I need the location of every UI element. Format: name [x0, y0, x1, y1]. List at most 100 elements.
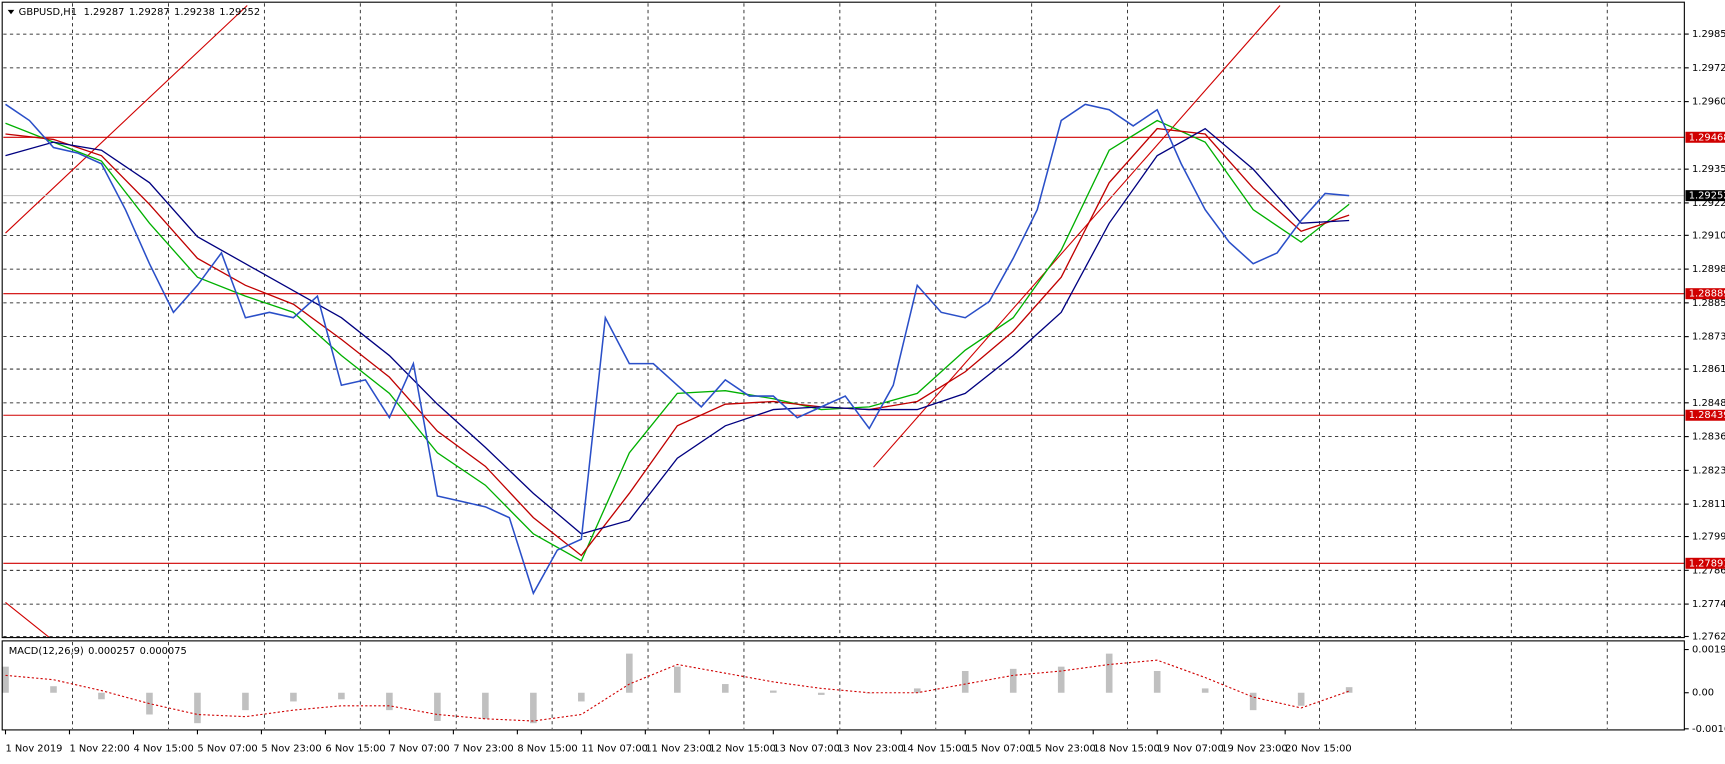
level-label: 1.29468	[1689, 132, 1725, 143]
y-tick-label: 0.001988	[1692, 645, 1725, 656]
level-label: 1.28439	[1689, 410, 1725, 421]
macd-bar	[626, 653, 633, 693]
y-tick-label: 1.27620	[1692, 632, 1725, 643]
x-tick-label: 15 Nov 23:00	[1029, 744, 1096, 755]
y-tick-label: 1.28110	[1692, 499, 1725, 510]
x-tick-label: 13 Nov 07:00	[773, 744, 840, 755]
x-tick-label: 11 Nov 07:00	[581, 744, 648, 755]
main-frame	[1, 1, 1685, 639]
moving-average	[5, 127, 1350, 535]
macd-bar	[1345, 687, 1353, 693]
macd-bar	[578, 692, 585, 702]
open: 1.29287	[84, 7, 125, 18]
y-tick-label: 1.29350	[1692, 164, 1725, 175]
macd-bar	[817, 692, 825, 695]
x-tick-label: 1 Nov 2019	[5, 744, 62, 755]
macd-bar	[1105, 653, 1113, 693]
y-tick-label: 1.28855	[1692, 298, 1725, 309]
macd-bar	[1249, 692, 1257, 711]
trend-line	[873, 5, 1281, 468]
symbol: GBPUSD,H1	[19, 7, 77, 18]
y-tick-label: 1.28485	[1692, 398, 1725, 409]
macd-bar	[2, 666, 9, 693]
macd-bar	[290, 692, 297, 702]
plot	[2, 103, 1685, 724]
price-tag	[1685, 190, 1725, 202]
macd-bar	[961, 671, 969, 693]
y-tick-label: 0.00	[1692, 688, 1714, 699]
macd-bar	[913, 688, 921, 693]
x-tick-label: 20 Nov 15:00	[1285, 744, 1352, 755]
macd-bar	[338, 692, 345, 700]
macd-bar	[722, 684, 729, 693]
macd-bar	[482, 692, 489, 719]
macd-main: 0.000257	[88, 646, 135, 657]
x-tick-label: 7 Nov 23:00	[453, 744, 513, 755]
level-tag	[1685, 409, 1725, 421]
macd-bar	[1009, 668, 1017, 693]
y-tick-label: 1.28360	[1692, 432, 1725, 443]
level-tag	[1685, 131, 1725, 143]
macd-bar	[194, 692, 201, 724]
macd-bar	[386, 692, 393, 711]
y-tick-label: 1.27865	[1692, 565, 1725, 576]
x-tick-label: 5 Nov 23:00	[261, 744, 321, 755]
level-tag	[1685, 288, 1725, 300]
macd-header: MACD(12,26,9) 0.000257 0.000075	[9, 646, 187, 657]
chart-header: GBPUSD,H1 1.29287 1.29287 1.29238 1.29252	[19, 7, 260, 18]
x-tick-label: 14 Nov 15:00	[901, 744, 968, 755]
y-tick-label: -0.00166	[1692, 724, 1725, 735]
macd-bar	[1201, 688, 1209, 693]
x-tick-label: 4 Nov 15:00	[133, 744, 193, 755]
y-tick-label: 1.29600	[1692, 97, 1725, 108]
y-tick-label: 1.29850	[1692, 29, 1725, 40]
macd-bar	[50, 686, 57, 693]
macd-signal: 0.000075	[140, 646, 187, 657]
y-tick-label: 1.28980	[1692, 264, 1725, 275]
macd-bar	[434, 692, 441, 721]
y-tick-label: 1.29225	[1692, 198, 1725, 209]
macd-bar	[530, 692, 537, 724]
macd-signal-line	[5, 659, 1350, 722]
price-line	[5, 103, 1350, 596]
macd-bar	[1297, 692, 1305, 706]
macd-bar	[1153, 671, 1161, 693]
macd-frame	[1, 640, 1685, 731]
high: 1.29287	[129, 7, 170, 18]
y-tick-label: 1.29105	[1692, 230, 1725, 241]
moving-average	[5, 119, 1350, 562]
menu-arrow[interactable]	[7, 9, 15, 15]
low: 1.29238	[174, 7, 215, 18]
x-tick-label: 12 Nov 15:00	[709, 744, 776, 755]
y-tick-label: 1.28235	[1692, 465, 1725, 476]
macd-bar	[98, 692, 105, 700]
trend-line	[5, 601, 50, 639]
x-tick-label: 19 Nov 07:00	[1157, 744, 1224, 755]
x-tick-label: 8 Nov 15:00	[517, 744, 577, 755]
x-tick-label: 1 Nov 22:00	[69, 744, 129, 755]
x-tick-label: 18 Nov 15:00	[1093, 744, 1160, 755]
x-tick-label: 7 Nov 07:00	[389, 744, 449, 755]
macd-bar	[242, 692, 249, 711]
x-tick-label: 5 Nov 07:00	[197, 744, 257, 755]
x-tick-label: 13 Nov 23:00	[837, 744, 904, 755]
level-label: 1.28889	[1689, 289, 1725, 300]
macd-title: MACD(12,26,9)	[9, 646, 84, 657]
x-tick-label: 6 Nov 15:00	[325, 744, 385, 755]
close: 1.29252	[219, 7, 260, 18]
x-tick-label: 19 Nov 23:00	[1221, 744, 1288, 755]
macd-bar	[769, 690, 777, 693]
macd-bar	[1057, 666, 1065, 693]
y-tick-label: 1.28610	[1692, 364, 1725, 375]
grid	[3, 3, 1685, 729]
y-tick-label: 1.28730	[1692, 332, 1725, 343]
x-tick-label: 15 Nov 07:00	[965, 744, 1032, 755]
price-tag-label: 1.29252	[1689, 191, 1725, 202]
x-tick-label: 11 Nov 23:00	[645, 744, 712, 755]
macd-bar	[674, 666, 681, 693]
level-tag	[1685, 557, 1725, 569]
y-tick-label: 1.27990	[1692, 532, 1725, 543]
